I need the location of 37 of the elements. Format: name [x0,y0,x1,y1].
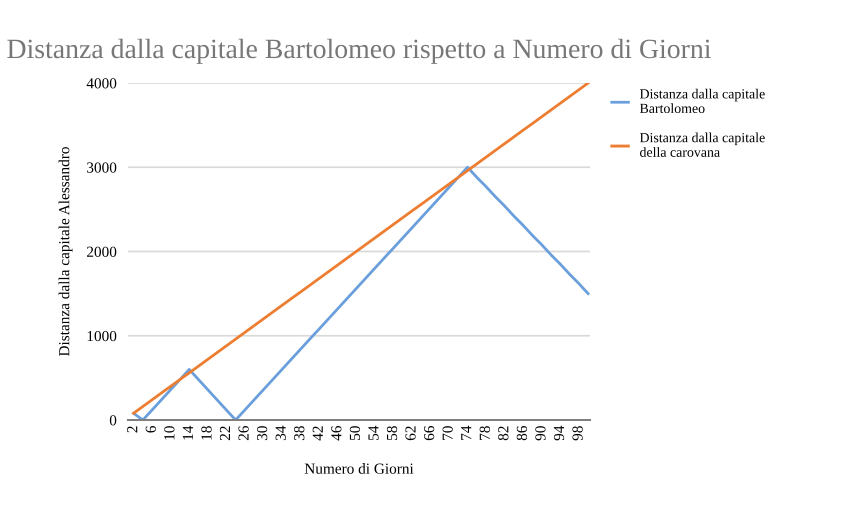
x-tick-label: 26 [238,426,249,440]
x-tick-label: 2 [127,426,138,433]
y-tick-label: 3000 [87,162,116,173]
y-tick-label: 1000 [88,330,116,342]
x-tick-label: 38 [294,426,304,440]
legend-label: Distanza dalla capitale Bartolomeo [640,88,765,114]
x-tick-label: 62 [405,426,416,440]
x-tick-label: 54 [368,426,379,440]
y-axis-title: Distanza dalla capitale Alessandro [58,147,72,356]
x-tick-label: 86 [516,426,528,440]
x-tick-label: 70 [442,426,453,440]
x-tick-label: 74 [461,426,472,440]
x-tick-label: 98 [572,426,583,440]
x-axis-title: Numero di Giorni [304,463,414,474]
x-tick-label: 6 [146,426,156,433]
x-tick-label: 82 [498,426,508,440]
y-tick-label: 4000 [86,78,116,88]
x-tick-label: 18 [201,426,212,440]
x-tick-label: 78 [480,426,490,440]
x-tick-label: 42 [312,426,323,441]
x-tick-label: 10 [164,426,174,440]
x-tick-label: 30 [256,426,268,440]
line-series [132,166,590,420]
x-tick-label: 58 [386,426,398,440]
x-tick-label: 90 [535,426,546,440]
x-tick-label: 66 [424,426,434,440]
x-tick-label: 46 [331,426,342,441]
x-tick-label: 22 [220,426,230,440]
x-tick-label: 94 [554,426,564,440]
legend-label: Distanza dalla capitale della carovana [640,132,765,157]
x-tick-label: 34 [276,426,286,440]
x-tick-label: 50 [350,426,360,440]
y-tick-label: 0 [110,415,116,426]
chart-title: Distanza dalla capitale Bartolomeo rispetto a Numero di Giorni [7,38,711,64]
line-series [132,83,590,415]
y-tick-label: 2000 [87,246,116,257]
x-tick-label: 14 [182,426,193,440]
